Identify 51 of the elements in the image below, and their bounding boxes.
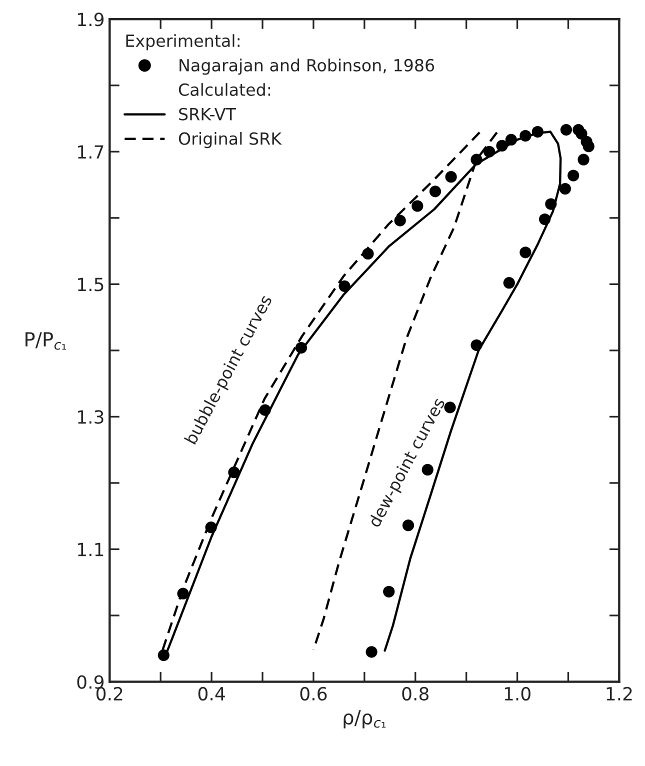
point (205, 522, 217, 534)
x-tick-label: 0.2 (96, 686, 122, 701)
point (259, 404, 271, 416)
point (520, 130, 532, 142)
point (538, 213, 551, 226)
point (568, 170, 580, 182)
point (560, 124, 572, 136)
point (483, 146, 496, 158)
point (383, 586, 395, 598)
point (295, 342, 308, 354)
annotation: Calculated: (178, 83, 270, 96)
point (228, 466, 240, 478)
point (532, 126, 544, 138)
x-tick-label: 1.0 (504, 686, 530, 701)
y-tick-label: 1.9 (78, 12, 104, 26)
point (503, 277, 515, 289)
point (505, 134, 517, 146)
point (429, 186, 442, 198)
point (158, 649, 170, 662)
point (559, 182, 571, 195)
x-axis-title: ρ/ρ$_{c₁}$ (344, 710, 386, 728)
x-tick-label: 0.6 (300, 686, 327, 701)
x-tick-label: 1.2 (606, 686, 632, 700)
point (445, 171, 457, 183)
legend-label: Nagarajan and Robinson, 1986 (180, 58, 434, 75)
point (394, 214, 406, 226)
point (362, 248, 374, 260)
y-tick-label: 1.1 (78, 542, 104, 556)
point (422, 464, 434, 476)
legend-title: Experimental: (126, 34, 240, 50)
point (444, 402, 456, 414)
point (545, 198, 557, 210)
point (578, 154, 590, 166)
y-tick-label: 1.7 (78, 145, 104, 159)
legend-label: SRK-VT (179, 108, 236, 120)
point (338, 280, 350, 292)
point (412, 200, 424, 212)
x-tick-label: 0.4 (198, 686, 225, 701)
point (177, 588, 189, 600)
y-tick-label: 1.5 (78, 278, 104, 292)
point (520, 246, 532, 258)
y-tick-label: 0.9 (77, 675, 104, 689)
point (470, 339, 482, 351)
point (470, 154, 482, 166)
x-tick-label: 0.8 (402, 686, 428, 701)
legend-label: Original SRK (178, 132, 282, 148)
y-axis-title: P/P$_{c₁}$ (26, 332, 66, 350)
point (582, 140, 594, 152)
point (366, 646, 378, 658)
y-tick-label: 1.3 (78, 410, 104, 424)
point (496, 140, 508, 152)
